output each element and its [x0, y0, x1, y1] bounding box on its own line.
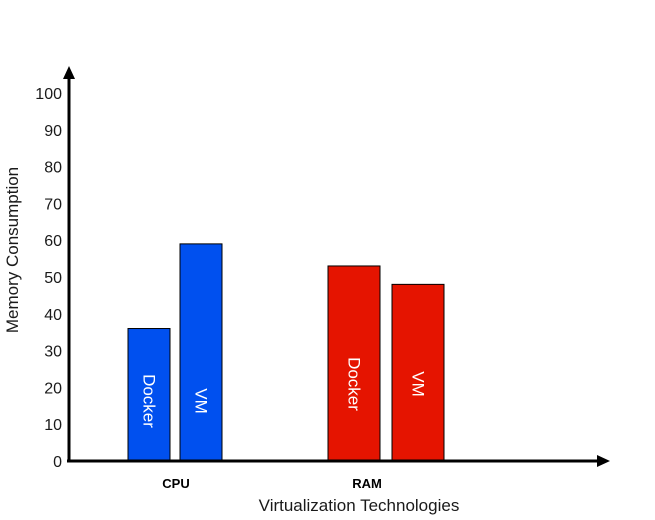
y-tick-label: 20 [44, 380, 62, 397]
x-category-label: RAM [352, 476, 382, 491]
y-tick-label: 70 [44, 196, 62, 213]
y-axis-title: Memory Consumption [3, 167, 22, 333]
bar-cpu-vm [179, 243, 223, 462]
bar-ram-vm [391, 283, 445, 462]
bar-label: Docker [140, 374, 159, 428]
y-tick-label: 10 [44, 417, 62, 434]
bar-label: Docker [345, 357, 364, 411]
y-tick-label: 30 [44, 344, 62, 361]
y-tick-label: 90 [44, 123, 62, 140]
bars: Docker VM Docker VM [127, 243, 445, 462]
y-tick-label: 50 [44, 270, 62, 287]
x-category-label: CPU [162, 476, 189, 491]
x-axis-arrowhead [597, 455, 610, 467]
y-tick-label: 0 [53, 454, 62, 471]
y-tick-label: 80 [44, 160, 62, 177]
x-axis-title: Virtualization Technologies [259, 496, 460, 515]
y-tick-label: 100 [35, 86, 62, 103]
bar-ram-docker [327, 265, 381, 462]
bar-label: VM [409, 371, 428, 397]
y-axis-tick-labels: 0 10 20 30 40 50 60 70 80 90 100 [35, 86, 62, 471]
y-tick-label: 40 [44, 307, 62, 324]
y-tick-label: 60 [44, 233, 62, 250]
y-axis-arrowhead [63, 66, 75, 79]
bar-label: VM [192, 388, 211, 414]
x-axis-category-labels: CPU RAM [162, 476, 382, 491]
bar-cpu-docker [127, 328, 171, 462]
